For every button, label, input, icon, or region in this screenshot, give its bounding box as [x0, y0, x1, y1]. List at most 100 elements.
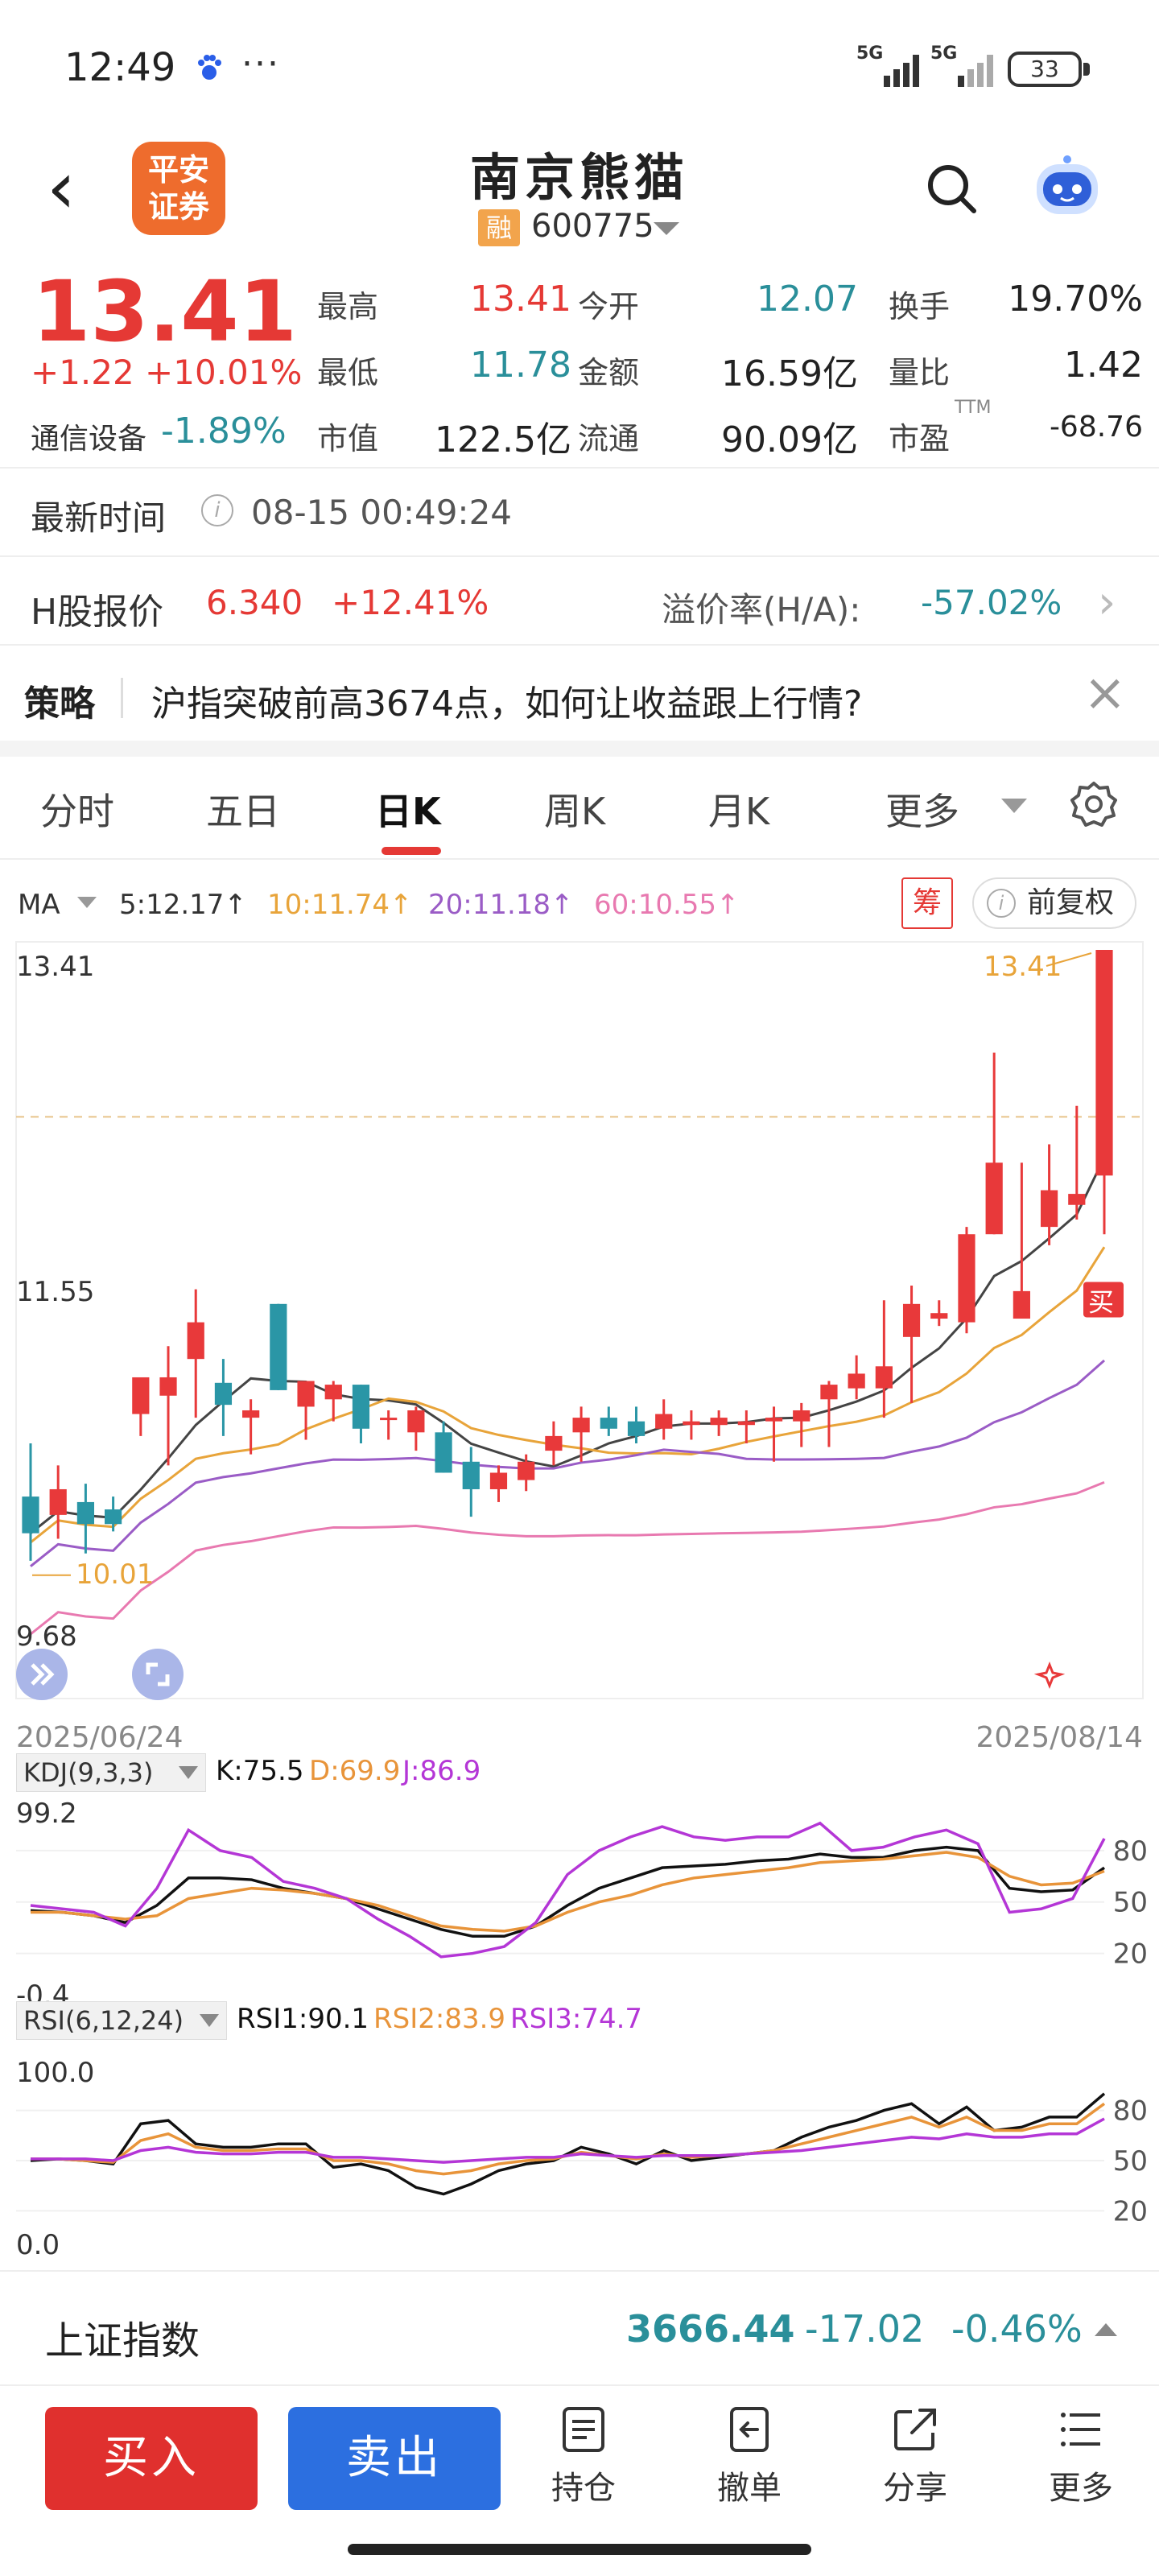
fullscreen-button — [132, 1649, 184, 1700]
cancel-order-label: 撤单 — [717, 2470, 782, 2507]
cancel-order-button[interactable]: 撤单 — [689, 2405, 810, 2508]
current-price: 13.41 — [32, 262, 297, 361]
strategy-text[interactable]: 沪指突破前高3674点，如何让收益跟上行情? — [151, 683, 863, 724]
network-label: 5G — [930, 43, 958, 64]
quote-label: 量比 — [889, 355, 951, 390]
divider — [0, 555, 1159, 557]
candle-body — [297, 1381, 315, 1407]
quote-label: 最高 — [317, 289, 379, 324]
ma-label[interactable]: MA — [18, 889, 60, 921]
start-date: 2025/06/24 — [16, 1721, 184, 1754]
tab-monthly-k[interactable]: 月K — [708, 790, 770, 833]
chevron-down-icon[interactable] — [200, 2014, 219, 2027]
back-icon[interactable]: ‹ — [47, 146, 76, 230]
share-label: 分享 — [883, 2470, 947, 2507]
adjust-button[interactable]: 前复权 — [972, 877, 1136, 929]
index-value: 3666.44 — [626, 2307, 795, 2351]
quote-value: 13.41 — [470, 279, 571, 320]
buy-button[interactable]: 买入 — [45, 2407, 258, 2510]
premium-label[interactable]: 溢价率(H/A): — [662, 590, 861, 630]
right-axis-label: 80 — [1113, 1835, 1148, 1868]
chevron-down-icon[interactable] — [654, 222, 679, 235]
kdj-k: K:75.5 — [216, 1755, 304, 1787]
broker-logo: 平安 证券 — [132, 142, 225, 235]
quote-label: 换手 — [889, 289, 951, 324]
right-axis-label: 50 — [1113, 1887, 1148, 1919]
candle-body — [875, 1366, 893, 1389]
more-menu-icon — [1061, 2413, 1100, 2446]
gear-icon[interactable] — [1070, 781, 1117, 828]
home-indicator — [348, 2544, 811, 2555]
right-axis-label: 20 — [1113, 2195, 1148, 2227]
divider — [0, 858, 1159, 860]
candle-body — [22, 1496, 39, 1534]
rsi-selector[interactable]: RSI(6,12,24) — [16, 2001, 227, 2040]
candle-body — [76, 1501, 95, 1525]
candle-body — [737, 1421, 755, 1426]
strategy-tag: 策略 — [24, 683, 95, 724]
right-axis-label: 20 — [1113, 1938, 1148, 1971]
chevron-down-icon[interactable] — [179, 1766, 198, 1779]
chevron-right-icon[interactable]: › — [1098, 576, 1116, 629]
tab-weekly-k[interactable]: 周K — [544, 790, 606, 833]
logo-line: 证券 — [147, 189, 209, 225]
tab-daily-k[interactable]: 日K — [375, 790, 441, 833]
search-icon[interactable] — [924, 161, 980, 217]
index-name[interactable]: 上证指数 — [45, 2318, 200, 2363]
price-change: +1.22 +10.01% — [31, 353, 303, 392]
premium-value[interactable]: -57.02% — [921, 583, 1062, 622]
candle-body — [848, 1373, 865, 1389]
candle-body — [187, 1322, 204, 1360]
candle-body — [1068, 1194, 1086, 1205]
tab-intraday[interactable]: 分时 — [40, 790, 114, 833]
index-bar[interactable] — [0, 2270, 1159, 2383]
sell-button[interactable]: 卖出 — [288, 2407, 501, 2510]
holdings-button[interactable]: 持仓 — [523, 2405, 644, 2508]
tab-five-day[interactable]: 五日 — [206, 790, 280, 833]
active-tab-indicator — [382, 847, 441, 855]
sector-change[interactable]: -1.89% — [161, 411, 287, 452]
info-icon[interactable]: i — [987, 889, 1016, 918]
quote-label: 市盈 — [889, 421, 951, 456]
chevron-down-icon[interactable] — [77, 897, 97, 908]
chip-distribution-button[interactable]: 筹 — [901, 877, 953, 929]
divider — [121, 678, 123, 718]
candle-body — [627, 1421, 645, 1436]
index-change: -17.02 — [805, 2307, 925, 2351]
latest-time: 08-15 00:49:24 — [251, 493, 513, 532]
candle-body — [545, 1435, 563, 1451]
battery-icon: 33 — [1008, 52, 1090, 87]
stock-code[interactable]: 600775 — [531, 208, 654, 245]
more-menu-button[interactable]: 更多 — [1021, 2405, 1141, 2508]
candle-body — [710, 1418, 728, 1426]
info-icon[interactable]: i — [201, 494, 233, 526]
margin-badge: 融 — [478, 209, 520, 246]
kdj-selector[interactable]: KDJ(9,3,3) — [16, 1753, 206, 1792]
candle-body — [820, 1385, 838, 1400]
share-icon — [894, 2409, 936, 2450]
quote-label: 金额 — [578, 355, 640, 390]
divider — [0, 467, 1159, 469]
candle-body — [462, 1461, 480, 1489]
ma-line-1 — [30, 1246, 1106, 1544]
max-annotation: 13.41 — [984, 951, 1062, 983]
stock-name[interactable]: 南京熊猫 — [469, 148, 689, 207]
latest-time-label: 最新时间 — [31, 498, 167, 538]
quote-label: 流通 — [578, 421, 640, 456]
close-icon[interactable]: × — [1083, 663, 1127, 723]
ma-line-3 — [30, 1480, 1105, 1636]
share-button[interactable]: 分享 — [855, 2405, 975, 2508]
sector-name[interactable]: 通信设备 — [31, 423, 147, 456]
y-label-top: 99.2 — [16, 1798, 77, 1830]
stock-chart[interactable]: 13.41 11.55 9.68 13.41 10.01 买 2025/06/24 2025/… — [0, 934, 1159, 2270]
chevron-up-icon[interactable] — [1095, 2323, 1117, 2336]
candle-body — [352, 1385, 370, 1429]
chevron-down-icon[interactable] — [1001, 799, 1027, 813]
tab-more[interactable]: 更多 — [885, 790, 959, 833]
robot-assistant-icon[interactable] — [1027, 153, 1107, 225]
hshare-price[interactable]: 6.340 — [206, 583, 303, 622]
hshare-label[interactable]: H股报价 — [31, 592, 164, 633]
right-axis-label: 50 — [1113, 2145, 1148, 2178]
hshare-change[interactable]: +12.41% — [332, 583, 489, 622]
min-annotation: 10.01 — [76, 1558, 154, 1591]
